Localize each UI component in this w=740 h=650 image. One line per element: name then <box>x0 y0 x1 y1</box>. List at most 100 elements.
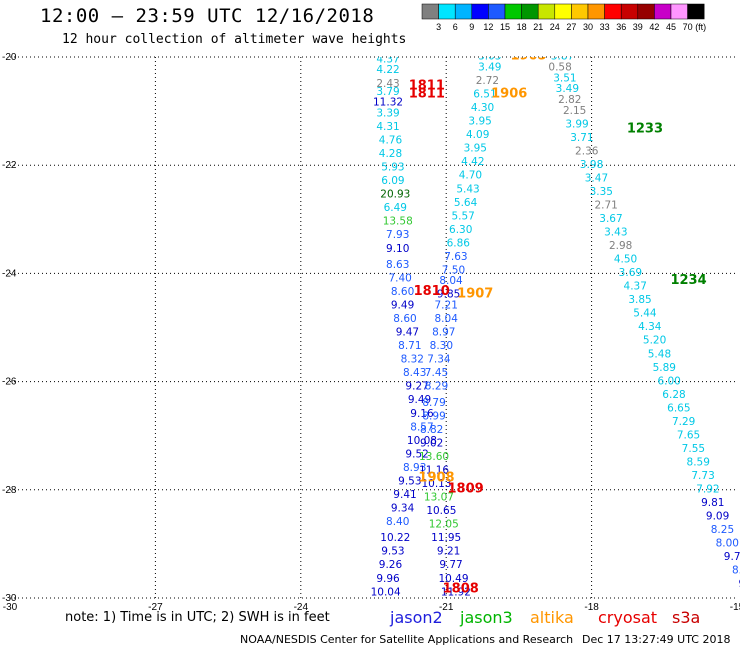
colorbar-label: 24 <box>550 22 560 32</box>
x-tick-label: -24 <box>294 602 309 613</box>
wave-height-label: 9.53 <box>381 546 404 558</box>
wave-height-label: 8.04 <box>435 313 459 325</box>
colorbar-label: 33 <box>600 22 610 32</box>
wave-height-label: 13.58 <box>383 216 413 228</box>
wave-height-label: 3.71 <box>570 132 593 144</box>
generation-timestamp: Dec 17 13:27:49 UTC 2018 <box>582 633 731 646</box>
chart-subtitle: 12 hour collection of altimeter wave hei… <box>62 32 407 47</box>
wave-height-label: 3.87 <box>551 51 574 63</box>
colorbar-label: 42 <box>649 22 659 32</box>
wave-height-label: 10.04 <box>371 586 401 598</box>
wave-height-label: 3.79 <box>376 86 399 98</box>
colorbar-label: 6 <box>453 22 458 32</box>
wave-height-label: 3.95 <box>464 143 487 155</box>
colorbar-swatch <box>587 3 605 20</box>
wave-height-label: 4.30 <box>471 102 494 114</box>
wave-height-label: 2.72 <box>476 75 499 87</box>
y-tick-label: -22 <box>2 160 17 171</box>
wave-height-label: 5.64 <box>454 197 478 209</box>
wave-height-label: 13.07 <box>424 492 454 504</box>
colorbar-label: 9 <box>469 22 474 32</box>
y-tick-label: -30 <box>2 593 17 604</box>
time-label: 1810 <box>414 284 450 299</box>
colorbar-swatch <box>537 3 556 20</box>
wave-height-label: 8.29 <box>425 381 448 393</box>
colorbar-swatch <box>604 3 622 20</box>
wave-height-label: 7.92 <box>696 484 719 496</box>
wave-height-label: 7.34 <box>427 354 451 366</box>
legend-s3a: s3a <box>672 608 701 627</box>
wave-height-label: 4.22 <box>376 64 399 76</box>
wave-height-label: 3.49 <box>478 62 501 74</box>
wave-height-label: 3.03 <box>478 51 501 63</box>
wave-height-label: 9.10 <box>386 243 409 255</box>
colorbar-swatch <box>504 3 522 20</box>
wave-height-label: 2.82 <box>558 94 581 106</box>
wave-height-label: 8.25 <box>711 524 734 536</box>
wave-height-label: 4.09 <box>466 129 489 141</box>
wave-height-label: 9.02 <box>420 438 443 450</box>
wave-height-label: 10.13 <box>421 478 451 490</box>
wave-height-label: 6.51 <box>473 89 496 101</box>
wave-height-label: 8.59 <box>687 456 710 468</box>
wave-height-label: 8.51 <box>369 613 392 625</box>
wave-height-label: 7.73 <box>691 470 714 482</box>
time-label: 1809 <box>447 482 483 497</box>
wave-height-label: 11.95 <box>431 532 461 544</box>
wave-height-label: 2.15 <box>563 105 586 117</box>
wave-height-label: 7.65 <box>677 429 700 441</box>
wave-height-label: 4.34 <box>638 321 662 333</box>
wave-height-label: 3.85 <box>628 294 651 306</box>
colorbar-swatch <box>471 3 489 20</box>
wave-height-label: 10.49 <box>438 573 468 585</box>
wave-height-label: 10.22 <box>380 532 410 544</box>
colorbar-swatch <box>654 3 672 20</box>
wave-height-label: 3.99 <box>565 118 588 130</box>
wave-height-label: 3.69 <box>619 267 642 279</box>
wave-height-label: 6.65 <box>667 402 690 414</box>
colorbar-swatch <box>554 3 572 20</box>
wave-height-label: 4.37 <box>624 281 647 293</box>
colorbar-label: 39 <box>633 22 643 32</box>
wave-height-label: 8.82 <box>420 424 443 436</box>
wave-height-label: 5.48 <box>648 348 671 360</box>
wave-height-label: 10.08 <box>407 435 437 447</box>
wave-height-label: 7.45 <box>425 367 448 379</box>
wave-height-label: 6.28 <box>662 389 685 401</box>
wave-height-label: 3.39 <box>376 108 399 120</box>
wave-height-label: 9.41 <box>393 489 416 501</box>
x-tick-label: -18 <box>584 602 599 613</box>
wave-height-label: 7.55 <box>682 443 705 455</box>
colorbar-swatch <box>454 3 473 20</box>
time-label: 1233 <box>627 122 663 137</box>
wave-height-label: 7.93 <box>386 229 409 241</box>
wave-height-label: 9.77 <box>439 559 462 571</box>
time-label: 1811 <box>409 78 445 93</box>
wave-height-label: 8.40 <box>386 516 409 528</box>
wave-height-label: 5.20 <box>643 335 666 347</box>
wave-height-label: 4.50 <box>614 254 637 266</box>
units-note: note: 1) Time is in UTC; 2) SWH is in fe… <box>65 610 330 625</box>
wave-height-label: 8.79 <box>422 397 445 409</box>
wave-height-label: 3.95 <box>468 116 491 128</box>
wave-height-label: 9.47 <box>396 327 419 339</box>
wave-height-label: 4.70 <box>459 170 482 182</box>
wave-height-label: 9.09 <box>706 511 729 523</box>
wave-height-label: 8.30 <box>430 340 453 352</box>
wave-height-label: 9.34 <box>391 502 415 514</box>
y-tick-label: -26 <box>2 377 17 388</box>
wave-height-label: 2.98 <box>609 240 632 252</box>
wave-height-label: 9.52 <box>405 448 428 460</box>
wave-height-label: 9.21 <box>437 546 460 558</box>
colorbar-label: 36 <box>616 22 626 32</box>
wave-height-label: 8.93 <box>403 462 426 474</box>
wave-height-label: 3.43 <box>604 227 627 239</box>
wave-height-label: 20.93 <box>380 189 410 201</box>
wave-height-label: 8.60 <box>393 313 416 325</box>
time-label: 1907 <box>457 287 493 302</box>
wave-height-label: 11.32 <box>373 97 403 109</box>
wave-height-label: 7.63 <box>444 251 467 263</box>
wave-height-label: 8.00 <box>716 538 739 550</box>
wave-height-label: 11.16 <box>419 465 449 477</box>
